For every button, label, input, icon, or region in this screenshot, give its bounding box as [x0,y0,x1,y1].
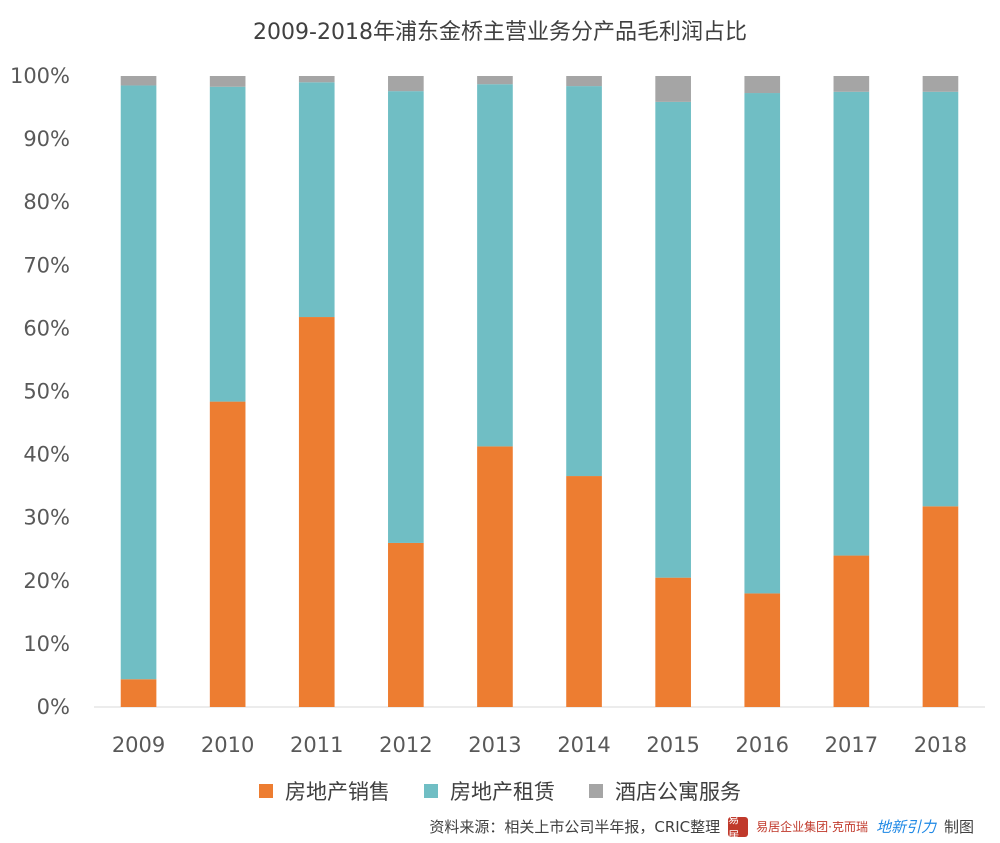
x-tick-label: 2017 [825,733,878,757]
x-tick-label: 2012 [379,733,432,757]
legend-item-sales: 房地产销售 [259,776,390,806]
legend-item-rental: 房地产租赁 [424,776,555,806]
bar-segment-hotel [120,76,157,86]
legend-item-hotel: 酒店公寓服务 [589,776,741,806]
bar-segment-sales [477,446,513,707]
bar-segment-hotel [388,76,424,92]
bar-segment-hotel [209,76,246,87]
bar-segment-hotel [298,76,335,83]
x-tick-label: 2010 [201,733,254,757]
y-tick-label: 20% [23,569,70,593]
y-tick-label: 100% [10,64,70,88]
bar-segment-sales [120,679,157,707]
x-tick-label: 2011 [290,733,343,757]
bar-segment-rental [477,84,513,447]
legend-swatch-sales [259,784,273,798]
x-tick-label: 2009 [112,733,165,757]
bar-segment-sales [655,577,691,707]
y-tick-label: 0% [37,695,70,719]
x-tick-label: 2015 [646,733,699,757]
bar-segment-hotel [655,76,691,102]
made-by-label: 制图 [943,818,974,836]
footer: 资料来源：相关上市公司半年报，CRIC整理 易居 易居企业集团·克而瑞 地新引力… [429,813,974,842]
bar-segment-rental [833,91,870,556]
y-tick-label: 30% [23,506,70,530]
bar-segment-rental [209,86,246,402]
bar-segment-hotel [477,76,513,85]
bar-segment-rental [744,93,781,594]
legend-label-rental: 房地产租赁 [450,780,555,804]
bar-segment-hotel [744,76,781,94]
bar-segment-rental [298,82,335,318]
legend-swatch-rental [424,784,438,798]
y-tick-label: 70% [23,253,70,277]
bar-segment-sales [566,476,602,707]
y-tick-label: 10% [23,632,70,656]
bar-segment-hotel [922,76,959,92]
x-tick-label: 2018 [914,733,967,757]
x-tick-label: 2014 [557,733,610,757]
bar-segment-rental [655,101,691,578]
bar-segment-hotel [833,76,870,92]
source-note: 资料来源：相关上市公司半年报，CRIC整理 [429,818,721,836]
bar-segment-hotel [566,76,602,87]
legend-label-sales: 房地产销售 [285,780,390,804]
logo-company: 易居企业集团·克而瑞 [756,820,868,834]
x-tick-label: 2016 [736,733,789,757]
legend-swatch-hotel [589,784,603,798]
bar-segment-sales [298,317,335,707]
bar-segment-sales [209,401,246,707]
bar-segment-rental [566,86,602,477]
legend: 房地产销售 房地产租赁 酒店公寓服务 [0,776,1000,806]
chart-title: 2009-2018年浦东金桥主营业务分产品毛利润占比 [253,20,747,45]
bar-segment-sales [744,593,781,707]
x-tick-label: 2013 [468,733,521,757]
logo-seal-icon: 易居 [728,813,749,842]
bar-segment-sales [388,542,424,707]
y-tick-label: 90% [23,127,70,151]
bar-segment-sales [833,555,870,707]
logo-brand: 地新引力 [875,818,936,836]
y-tick-label: 60% [23,316,70,340]
bar-segment-rental [120,85,157,680]
y-tick-label: 80% [23,190,70,214]
bar-segment-rental [922,91,959,507]
bar-segment-rental [388,91,424,543]
legend-label-hotel: 酒店公寓服务 [615,780,741,804]
bar-segment-sales [922,506,959,707]
y-tick-label: 50% [23,380,70,404]
y-tick-label: 40% [23,443,70,467]
